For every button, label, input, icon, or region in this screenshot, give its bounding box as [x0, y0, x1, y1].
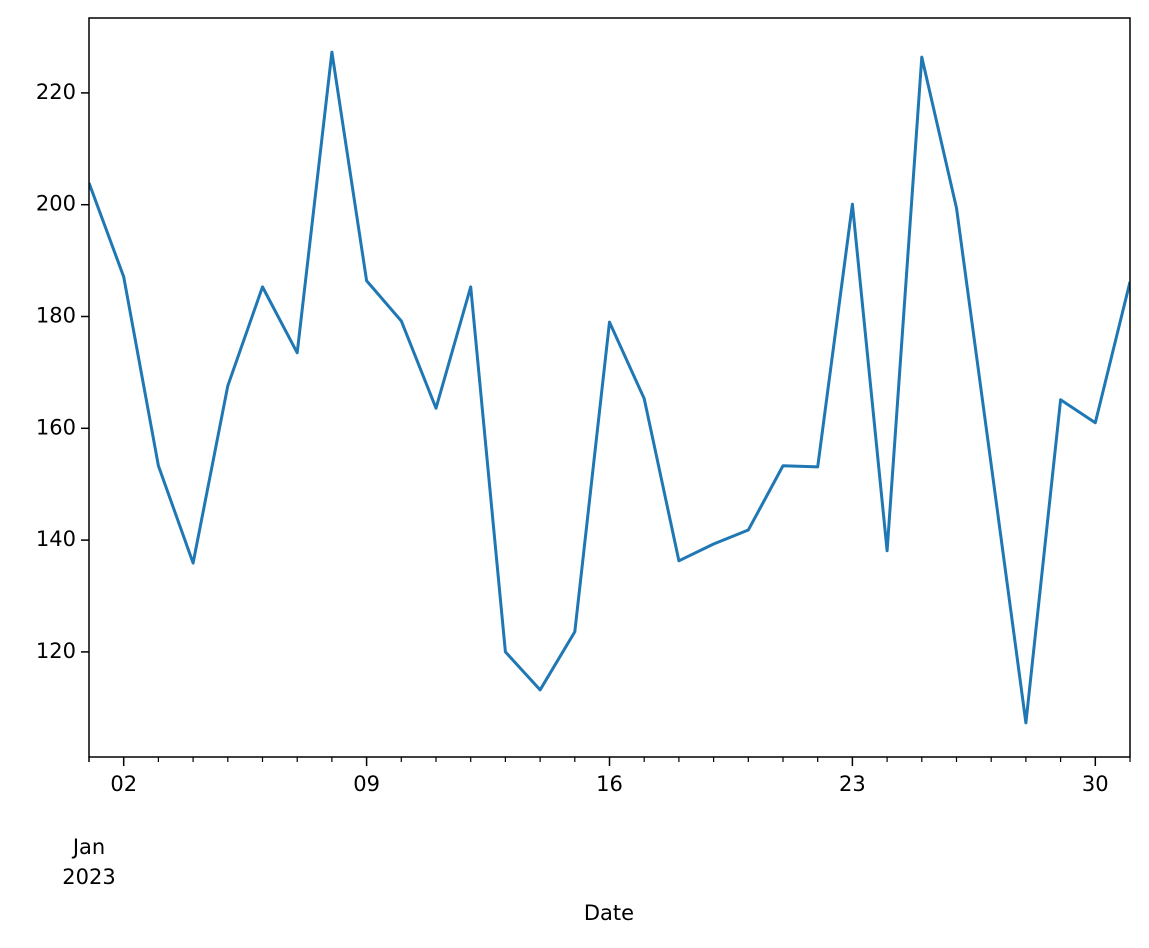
x-axis-label: Date	[584, 901, 634, 925]
x-tick-label: 30	[1082, 772, 1109, 796]
line-series	[89, 50, 1130, 725]
y-tick-label: 140	[36, 527, 76, 551]
x-tick-label: Jan	[71, 835, 105, 859]
y-tick-label: 200	[36, 192, 76, 216]
plot-frame	[88, 17, 1131, 758]
x-tick-label: 02	[110, 772, 137, 796]
y-tick-label: 220	[36, 80, 76, 104]
y-tick-label: 160	[36, 415, 76, 439]
y-tick-label: 120	[36, 639, 76, 663]
y-tick-label: 180	[36, 304, 76, 328]
x-tick-year: 2023	[62, 865, 115, 889]
x-tick-label: 23	[839, 772, 866, 796]
x-tick-label: 16	[596, 772, 623, 796]
x-tick-label: 09	[353, 772, 380, 796]
